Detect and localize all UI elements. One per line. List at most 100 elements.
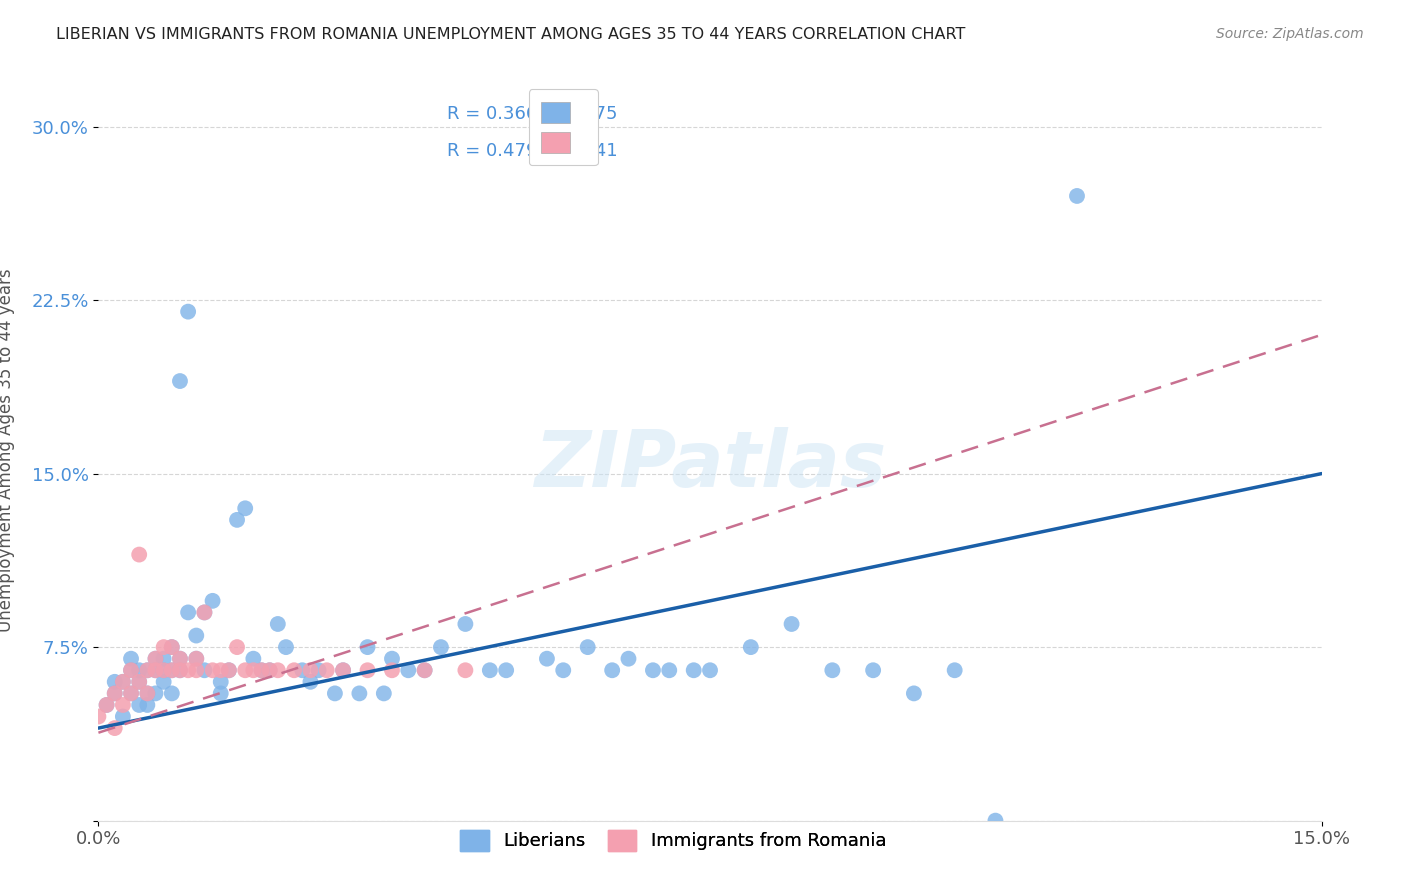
Point <box>862 663 884 677</box>
Point <box>120 686 142 700</box>
Point <box>356 663 378 677</box>
Point <box>145 663 167 677</box>
Point <box>283 663 305 677</box>
Text: R = 0.479   N = 41: R = 0.479 N = 41 <box>447 142 617 160</box>
Point <box>160 663 183 677</box>
Point <box>177 304 200 318</box>
Point <box>233 663 256 677</box>
Point <box>299 674 322 689</box>
Point <box>104 721 127 735</box>
Point <box>381 663 404 677</box>
Point <box>96 698 118 712</box>
Point <box>903 686 925 700</box>
Point <box>128 663 150 677</box>
Point <box>169 651 191 665</box>
Point <box>413 663 436 677</box>
Point <box>136 686 159 700</box>
Point <box>308 663 330 677</box>
Point <box>104 686 127 700</box>
Point <box>145 651 167 665</box>
Point <box>576 640 599 654</box>
Point <box>209 663 232 677</box>
Text: Source: ZipAtlas.com: Source: ZipAtlas.com <box>1216 27 1364 41</box>
Point <box>553 663 575 677</box>
Point <box>780 617 803 632</box>
Point <box>111 698 134 712</box>
Text: ZIPatlas: ZIPatlas <box>534 427 886 503</box>
Point <box>128 698 150 712</box>
Point <box>120 663 142 677</box>
Point <box>226 640 249 654</box>
Point <box>160 640 183 654</box>
Point <box>682 663 704 677</box>
Point <box>120 663 142 677</box>
Point <box>454 663 477 677</box>
Point <box>209 674 232 689</box>
Point <box>821 663 844 677</box>
Point <box>699 663 721 677</box>
Point <box>128 548 150 562</box>
Point <box>617 651 640 665</box>
Point <box>259 663 281 677</box>
Point <box>332 663 354 677</box>
Point <box>740 640 762 654</box>
Point <box>226 513 249 527</box>
Point <box>233 501 256 516</box>
Point <box>373 686 395 700</box>
Point <box>152 651 174 665</box>
Point <box>396 663 419 677</box>
Point <box>96 698 118 712</box>
Point <box>145 663 167 677</box>
Point <box>152 640 174 654</box>
Legend: Liberians, Immigrants from Romania: Liberians, Immigrants from Romania <box>451 821 896 860</box>
Point <box>145 651 167 665</box>
Point <box>169 651 191 665</box>
Point <box>193 606 215 620</box>
Point <box>104 686 127 700</box>
Point <box>356 640 378 654</box>
Point <box>600 663 623 677</box>
Point <box>136 698 159 712</box>
Point <box>104 674 127 689</box>
Point <box>267 663 290 677</box>
Point <box>169 663 191 677</box>
Point <box>120 651 142 665</box>
Point <box>250 663 273 677</box>
Point <box>242 651 264 665</box>
Point <box>201 663 224 677</box>
Point <box>209 686 232 700</box>
Point <box>274 640 297 654</box>
Point <box>186 628 208 642</box>
Point <box>152 663 174 677</box>
Point <box>145 686 167 700</box>
Point <box>177 606 200 620</box>
Point <box>111 709 134 723</box>
Point <box>193 663 215 677</box>
Point <box>136 663 159 677</box>
Point <box>291 663 314 677</box>
Point <box>186 663 208 677</box>
Point <box>160 686 183 700</box>
Point <box>128 674 150 689</box>
Text: LIBERIAN VS IMMIGRANTS FROM ROMANIA UNEMPLOYMENT AMONG AGES 35 TO 44 YEARS CORRE: LIBERIAN VS IMMIGRANTS FROM ROMANIA UNEM… <box>56 27 966 42</box>
Point <box>218 663 240 677</box>
Point <box>136 663 159 677</box>
Point <box>250 663 273 677</box>
Point <box>299 663 322 677</box>
Point <box>87 709 110 723</box>
Point <box>454 617 477 632</box>
Point <box>381 651 404 665</box>
Point <box>152 663 174 677</box>
Point <box>120 686 142 700</box>
Point <box>943 663 966 677</box>
Point <box>332 663 354 677</box>
Point <box>128 674 150 689</box>
Point <box>218 663 240 677</box>
Point <box>658 663 681 677</box>
Point <box>315 663 337 677</box>
Point <box>641 663 664 677</box>
Y-axis label: Unemployment Among Ages 35 to 44 years: Unemployment Among Ages 35 to 44 years <box>0 268 14 632</box>
Point <box>160 663 183 677</box>
Point <box>169 663 191 677</box>
Point <box>536 651 558 665</box>
